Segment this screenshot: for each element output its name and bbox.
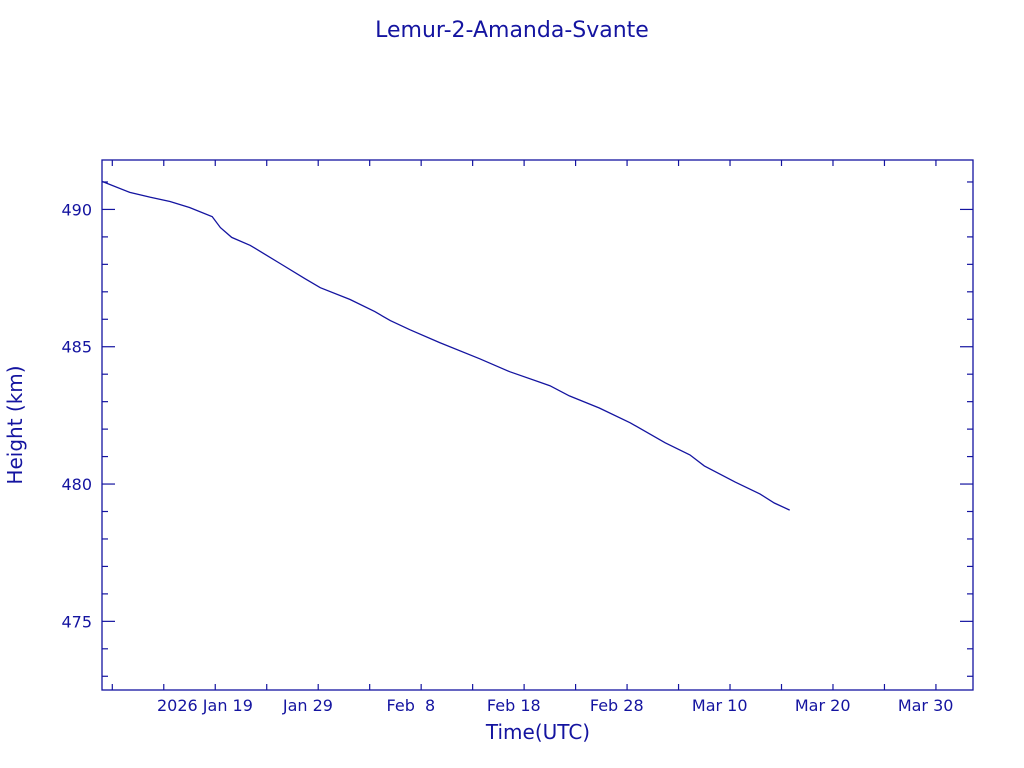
series-line-height: [101, 180, 790, 511]
chart-title: Lemur-2-Amanda-Svante: [375, 18, 649, 43]
x-tick-label: Jan 29: [282, 696, 333, 715]
x-tick-label: Mar 20: [795, 696, 851, 715]
y-tick-label: 485: [61, 338, 92, 357]
plot-frame: [101, 159, 974, 691]
x-tick-label: Feb 8: [387, 696, 436, 715]
x-axis-label: Time(UTC): [485, 720, 590, 744]
y-tick-label: 480: [61, 475, 92, 494]
x-tick-label: Feb 28: [590, 696, 644, 715]
y-tick-label: 475: [61, 612, 92, 631]
x-tick-label: Mar 30: [898, 696, 954, 715]
x-tick-label: 2026 Jan 19: [157, 696, 253, 715]
y-tick-label: 490: [61, 200, 92, 219]
y-axis-label: Height (km): [3, 365, 27, 484]
x-tick-label: Mar 10: [692, 696, 748, 715]
x-tick-label: Feb 18: [487, 696, 541, 715]
